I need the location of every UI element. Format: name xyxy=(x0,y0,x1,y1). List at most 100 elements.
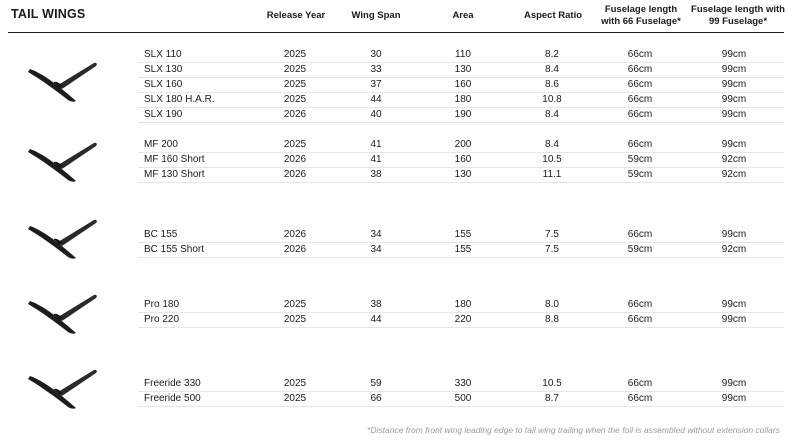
cell-model: Pro 180 xyxy=(144,299,180,310)
cell-release-year: 2026 xyxy=(283,109,307,120)
cell-aspect-ratio: 10.5 xyxy=(542,378,562,389)
cell-aspect-ratio: 8.0 xyxy=(545,299,559,310)
cell-area: 500 xyxy=(454,393,472,404)
header-fuselage-99-line1: Fuselage length with xyxy=(691,4,785,15)
cell-area: 110 xyxy=(455,49,471,60)
cell-release-year: 2026 xyxy=(283,244,307,255)
cell-release-year: 2026 xyxy=(283,154,307,165)
table-row: SLX 180 H.A.R. 2025 44 180 10.8 66cm 99cm xyxy=(138,92,784,108)
cell-aspect-ratio: 8.7 xyxy=(545,393,559,404)
table-row: Pro 180 2025 38 180 8.0 66cm 99cm xyxy=(138,297,784,313)
cell-wing-span: 33 xyxy=(370,64,382,75)
cell-area: 130 xyxy=(454,64,472,75)
cell-wing-span: 30 xyxy=(370,49,382,60)
table-row: MF 130 Short 2026 38 130 11.1 59cm 92cm xyxy=(138,167,784,183)
cell-aspect-ratio: 8.4 xyxy=(545,109,559,120)
header-area: Area xyxy=(452,10,474,21)
table-row: SLX 160 2025 37 160 8.6 66cm 99cm xyxy=(138,77,784,93)
table-row: Freeride 330 2025 59 330 10.5 66cm 99cm xyxy=(138,376,784,392)
cell-aspect-ratio: 7.5 xyxy=(545,244,559,255)
cell-area: 130 xyxy=(454,169,472,180)
cell-area: 180 xyxy=(454,94,472,105)
cell-model: MF 160 Short xyxy=(144,154,205,165)
cell-wing-span: 44 xyxy=(370,94,382,105)
cell-release-year: 2025 xyxy=(283,299,307,310)
table-row: Pro 220 2025 44 220 8.8 66cm 99cm xyxy=(138,312,784,328)
table-row: SLX 190 2026 40 190 8.4 66cm 99cm xyxy=(138,107,784,123)
cell-aspect-ratio: 7.5 xyxy=(545,229,559,240)
cell-fuselage-66: 66cm xyxy=(627,314,653,325)
cell-fuselage-66: 66cm xyxy=(627,64,653,75)
cell-aspect-ratio: 8.8 xyxy=(545,314,559,325)
cell-area: 200 xyxy=(454,139,472,150)
cell-aspect-ratio: 10.8 xyxy=(542,94,562,105)
header-aspect-ratio: Aspect Ratio xyxy=(523,10,583,21)
cell-release-year: 2025 xyxy=(283,94,307,105)
cell-fuselage-66: 66cm xyxy=(627,49,653,60)
cell-model: SLX 190 xyxy=(144,109,183,120)
cell-model: Freeride 330 xyxy=(144,378,201,389)
cell-fuselage-99: 99cm xyxy=(721,229,747,240)
cell-wing-span: 38 xyxy=(370,169,382,180)
cell-area: 160 xyxy=(454,154,472,165)
cell-aspect-ratio: 10.5 xyxy=(542,154,562,165)
cell-release-year: 2025 xyxy=(283,64,307,75)
cell-model: MF 130 Short xyxy=(144,169,205,180)
table-row: MF 200 2025 41 200 8.4 66cm 99cm xyxy=(138,137,784,153)
cell-release-year: 2025 xyxy=(283,139,307,150)
tail-wing-icon xyxy=(24,135,102,187)
cell-wing-span: 66 xyxy=(370,393,382,404)
cell-fuselage-66: 66cm xyxy=(627,299,653,310)
table-row: SLX 130 2025 33 130 8.4 66cm 99cm xyxy=(138,62,784,78)
cell-wing-span: 37 xyxy=(370,79,382,90)
header-fuselage-66: Fuselage length with 66 Fuselage* xyxy=(594,0,688,32)
cell-fuselage-66: 66cm xyxy=(627,378,653,389)
cell-model: BC 155 xyxy=(144,229,178,240)
cell-release-year: 2025 xyxy=(283,314,307,325)
cell-model: Freeride 500 xyxy=(144,393,201,404)
cell-area: 190 xyxy=(454,109,472,120)
header-fuselage-66-line2: with 66 Fuselage* xyxy=(601,16,681,27)
table-row: SLX 110 2025 30 110 8.2 66cm 99cm xyxy=(138,47,784,63)
cell-fuselage-66: 66cm xyxy=(627,79,653,90)
cell-fuselage-99: 99cm xyxy=(721,94,747,105)
cell-release-year: 2025 xyxy=(283,79,307,90)
table-row: BC 155 Short 2026 34 155 7.5 59cm 92cm xyxy=(138,242,784,258)
header-fuselage-99-line2: 99 Fuselage* xyxy=(708,16,768,27)
cell-aspect-ratio: 8.4 xyxy=(545,64,559,75)
table-row: Freeride 500 2025 66 500 8.7 66cm 99cm xyxy=(138,391,784,407)
header-fuselage-66-line1: Fuselage length xyxy=(604,4,678,15)
cell-area: 330 xyxy=(454,378,472,389)
tail-wing-icon xyxy=(24,362,102,414)
tail-wing-icon xyxy=(24,212,102,264)
cell-release-year: 2026 xyxy=(283,169,307,180)
table-row: MF 160 Short 2026 41 160 10.5 59cm 92cm xyxy=(138,152,784,168)
cell-wing-span: 59 xyxy=(370,378,382,389)
cell-fuselage-99: 92cm xyxy=(721,244,747,255)
cell-wing-span: 40 xyxy=(370,109,382,120)
cell-model: MF 200 xyxy=(144,139,178,150)
page-title: TAIL WINGS xyxy=(11,7,86,21)
cell-fuselage-66: 66cm xyxy=(627,393,653,404)
cell-area: 160 xyxy=(454,79,472,90)
cell-fuselage-99: 92cm xyxy=(721,169,747,180)
cell-fuselage-66: 66cm xyxy=(627,109,653,120)
cell-release-year: 2025 xyxy=(283,378,307,389)
cell-release-year: 2026 xyxy=(283,229,307,240)
cell-model: SLX 180 H.A.R. xyxy=(144,94,215,105)
cell-aspect-ratio: 8.2 xyxy=(545,49,559,60)
cell-aspect-ratio: 8.6 xyxy=(545,79,559,90)
cell-fuselage-66: 66cm xyxy=(627,229,653,240)
header-divider xyxy=(8,32,784,33)
cell-model: SLX 160 xyxy=(144,79,183,90)
cell-fuselage-66: 59cm xyxy=(627,154,653,165)
cell-area: 155 xyxy=(454,244,472,255)
cell-fuselage-66: 66cm xyxy=(627,139,653,150)
cell-area: 155 xyxy=(454,229,472,240)
cell-area: 220 xyxy=(454,314,472,325)
header-release-year: Release Year xyxy=(266,10,326,21)
table-row: BC 155 2026 34 155 7.5 66cm 99cm xyxy=(138,227,784,243)
cell-fuselage-99: 99cm xyxy=(721,49,747,60)
header-fuselage-99: Fuselage length with 99 Fuselage* xyxy=(686,0,790,32)
cell-fuselage-66: 59cm xyxy=(627,169,653,180)
